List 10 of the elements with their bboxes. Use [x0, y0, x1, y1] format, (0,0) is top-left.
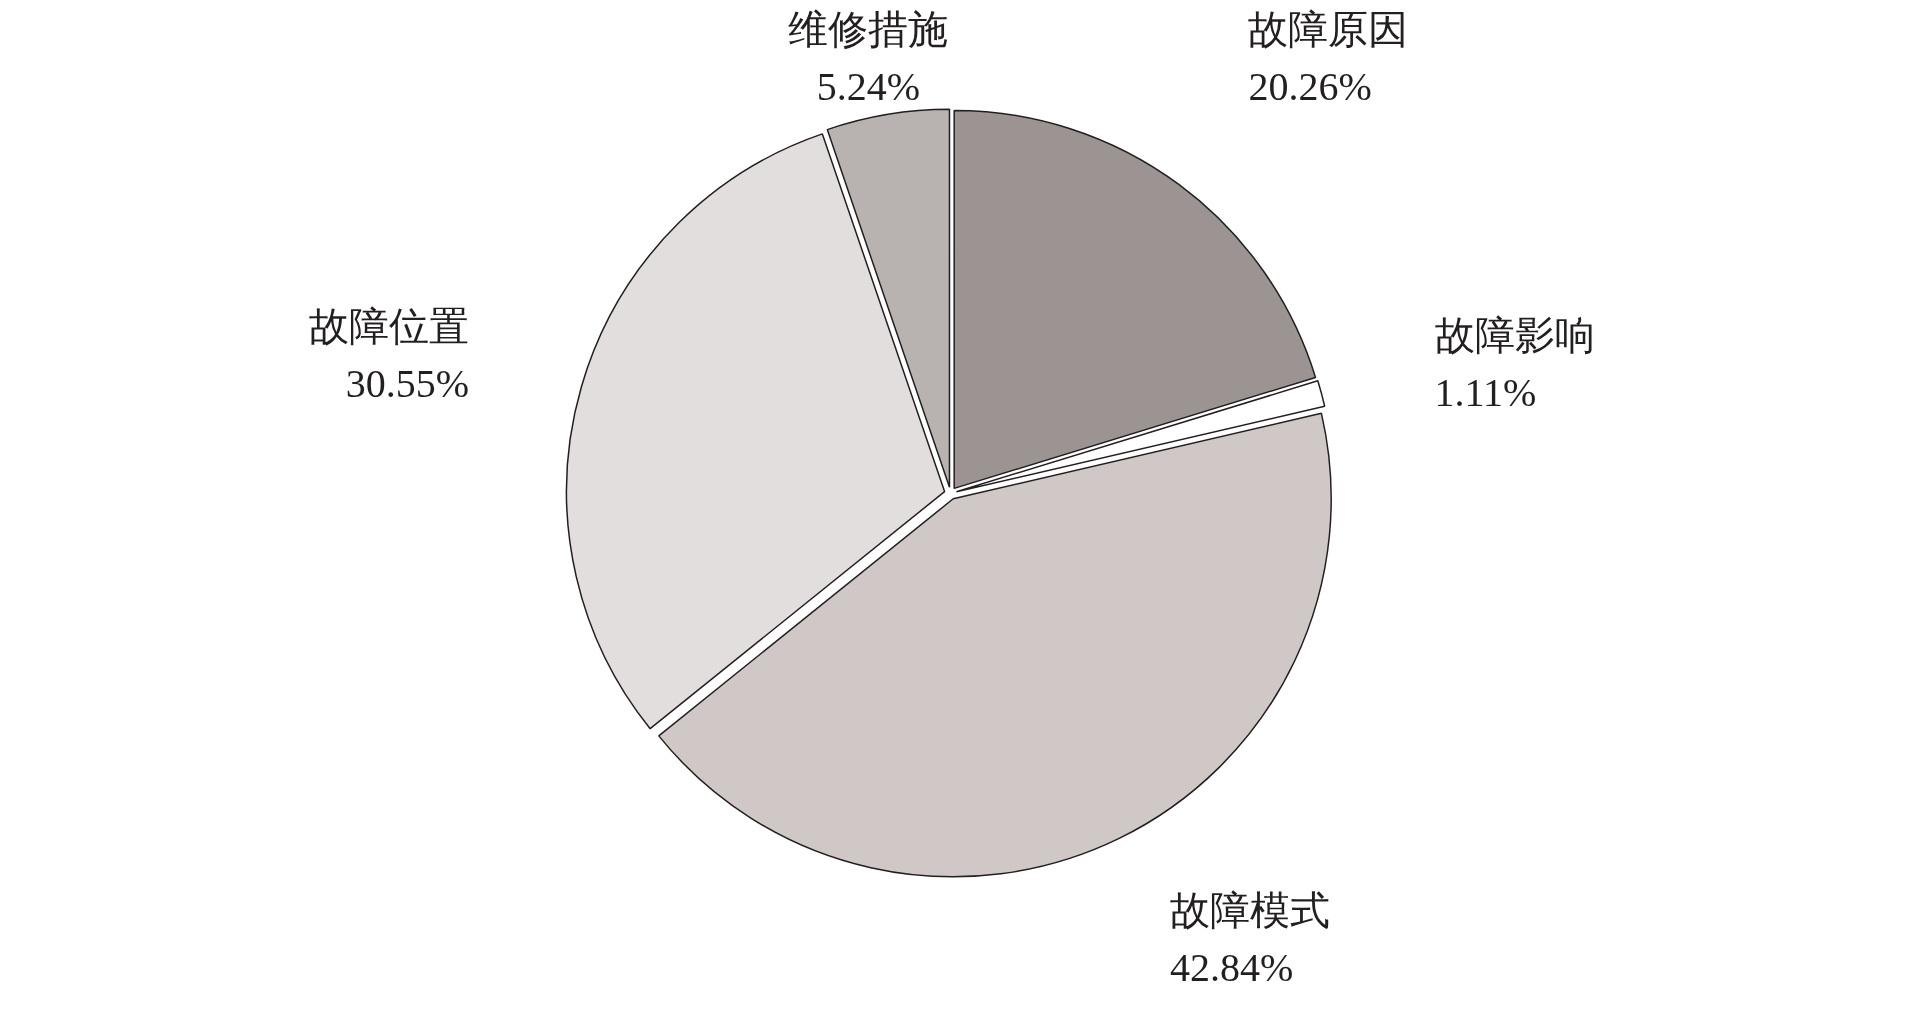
data-label: 5.24%: [816, 64, 921, 110]
data-label: 42.84%: [1169, 945, 1294, 991]
slice-label: 故障模式: [1169, 888, 1330, 934]
slice-label: 维修措施: [788, 7, 949, 53]
data-label: 1.11%: [1434, 370, 1537, 416]
data-label: 20.26%: [1248, 64, 1372, 110]
slice-label: 故障影响: [1434, 313, 1595, 359]
slice-label: 故障原因: [1248, 7, 1409, 53]
slice-label: 故障位置: [309, 304, 470, 350]
data-label: 30.55%: [345, 361, 470, 407]
